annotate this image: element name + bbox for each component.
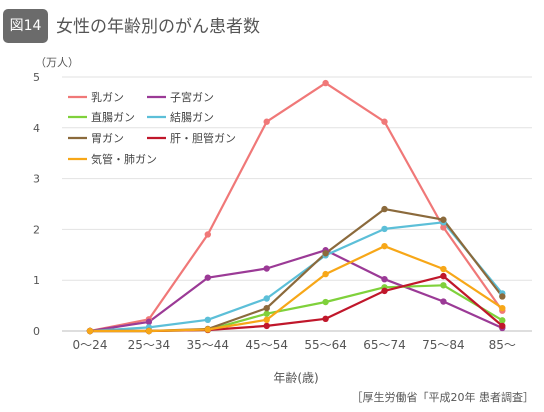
data-point bbox=[263, 316, 270, 324]
y-tick-label: 2 bbox=[33, 223, 40, 236]
grid-lines bbox=[62, 76, 532, 281]
data-point bbox=[145, 327, 153, 335]
source-citation: ［厚生労働省「平成20年 患者調査］ bbox=[351, 391, 535, 404]
data-point bbox=[204, 316, 211, 324]
x-tick-label: 65〜74 bbox=[363, 338, 406, 352]
data-point bbox=[499, 304, 506, 312]
series-line bbox=[89, 249, 503, 333]
x-tick-label: 0〜24 bbox=[73, 338, 108, 352]
x-axis-label: 年齢(歳) bbox=[273, 370, 318, 385]
data-point bbox=[440, 224, 447, 231]
data-point bbox=[381, 118, 388, 125]
data-point bbox=[204, 274, 211, 281]
data-point bbox=[440, 298, 447, 305]
legend-label: 直腸ガン bbox=[91, 110, 135, 124]
legend-item: 子宮ガン bbox=[147, 90, 214, 104]
data-point bbox=[440, 282, 447, 289]
data-point bbox=[440, 265, 447, 273]
data-point bbox=[263, 265, 270, 272]
data-point bbox=[204, 231, 211, 238]
series-lines bbox=[89, 81, 504, 333]
figure-badge: 図14 bbox=[3, 9, 48, 43]
legend-item: 直腸ガン bbox=[68, 110, 135, 124]
data-point bbox=[86, 327, 94, 335]
data-point bbox=[381, 225, 388, 233]
y-tick-label: 3 bbox=[33, 173, 40, 186]
data-point bbox=[381, 205, 388, 213]
data-point bbox=[263, 304, 270, 312]
data-point bbox=[263, 322, 270, 330]
y-tick-label: 5 bbox=[33, 71, 40, 84]
legend-item: 肝・胆管ガン bbox=[147, 131, 236, 145]
legend-item: 結腸ガン bbox=[147, 110, 214, 124]
x-tick-label: 85〜 bbox=[489, 338, 516, 352]
legend-label: 乳ガン bbox=[91, 91, 124, 104]
data-point bbox=[381, 242, 388, 250]
y-unit-label: （万人） bbox=[35, 56, 79, 69]
data-point bbox=[263, 295, 270, 302]
header: 図14 女性の年齢別のがん患者数 bbox=[0, 0, 544, 52]
data-point bbox=[322, 270, 329, 278]
data-point bbox=[440, 216, 447, 223]
line-chart: 0 1 2 3 4 5 0〜24 25〜34 35〜44 45〜54 55〜64 65〜74 75〜8… bbox=[33, 56, 532, 385]
x-tick-label: 45〜54 bbox=[245, 338, 288, 352]
chart-frame: 0 1 2 3 4 5 0〜24 25〜34 35〜44 45〜54 55〜64 65〜74 75〜8… bbox=[0, 52, 544, 408]
data-point bbox=[322, 79, 329, 87]
x-tick-label: 35〜44 bbox=[187, 338, 230, 352]
data-point bbox=[499, 293, 506, 300]
legend-label: 肝・胆管ガン bbox=[170, 131, 236, 145]
legend-item: 胃ガン bbox=[68, 132, 124, 145]
data-point bbox=[322, 315, 329, 323]
y-tick-label: 0 bbox=[33, 325, 40, 338]
data-point bbox=[263, 118, 270, 125]
data-point bbox=[145, 318, 153, 326]
data-point bbox=[322, 250, 329, 257]
legend-label: 胃ガン bbox=[91, 132, 124, 145]
series-line bbox=[89, 81, 504, 333]
series-points bbox=[86, 79, 506, 335]
data-point bbox=[263, 310, 270, 317]
data-point bbox=[440, 272, 447, 280]
data-point bbox=[499, 322, 506, 330]
series-line bbox=[90, 284, 503, 333]
x-tick-label: 75〜84 bbox=[422, 338, 465, 352]
x-tick-label: 55〜64 bbox=[304, 338, 347, 352]
x-axis-ticks: 0〜24 25〜34 35〜44 45〜54 55〜64 65〜74 75〜84 85〜 bbox=[73, 338, 516, 352]
series-line bbox=[89, 221, 504, 333]
y-axis-ticks: 0 1 2 3 4 5 bbox=[33, 71, 40, 338]
data-point bbox=[381, 275, 388, 283]
data-point bbox=[322, 298, 329, 306]
y-tick-label: 1 bbox=[33, 274, 40, 287]
x-tick-label: 25〜34 bbox=[128, 338, 171, 352]
chart-title: 女性の年齢別のがん患者数 bbox=[56, 17, 260, 37]
legend-item: 乳ガン bbox=[68, 91, 124, 104]
data-point bbox=[204, 326, 211, 333]
y-tick-label: 4 bbox=[33, 122, 40, 135]
legend-label: 気管・肺ガン bbox=[91, 152, 157, 166]
legend-label: 子宮ガン bbox=[170, 90, 214, 104]
legend-item: 気管・肺ガン bbox=[68, 152, 157, 166]
legend-label: 結腸ガン bbox=[170, 110, 214, 124]
data-point bbox=[499, 317, 506, 324]
data-point bbox=[381, 287, 388, 295]
series-line bbox=[90, 245, 503, 333]
